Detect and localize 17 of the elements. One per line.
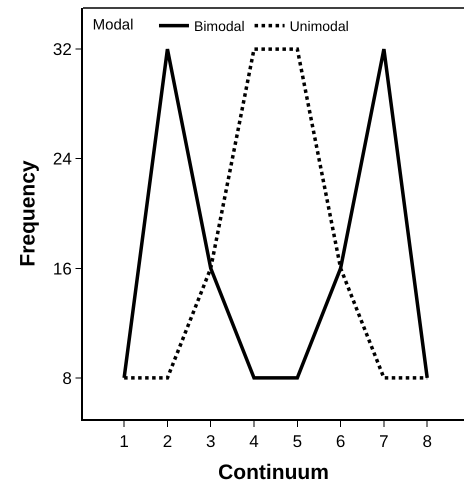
y-tick-label: 24 (52, 150, 72, 169)
legend-label: Bimodal (194, 18, 245, 34)
legend-label: Unimodal (290, 18, 349, 34)
x-tick-label: 8 (422, 432, 432, 452)
x-tick-label: 2 (162, 432, 172, 452)
x-tick-label: 3 (206, 432, 216, 452)
x-tick-label: 6 (336, 432, 346, 452)
y-tick-label: 16 (52, 259, 72, 278)
x-tick-label: 4 (249, 432, 259, 452)
x-tick-label: 7 (379, 432, 389, 452)
x-axis-title: Continuum (218, 460, 329, 484)
legend-title: Modal (92, 16, 146, 34)
x-tick-label: 1 (119, 432, 129, 452)
y-tick-label: 8 (62, 368, 72, 388)
x-tick-label: 5 (292, 432, 302, 452)
y-axis-title: Frequency (16, 160, 40, 267)
y-tick-label: 32 (52, 40, 72, 60)
